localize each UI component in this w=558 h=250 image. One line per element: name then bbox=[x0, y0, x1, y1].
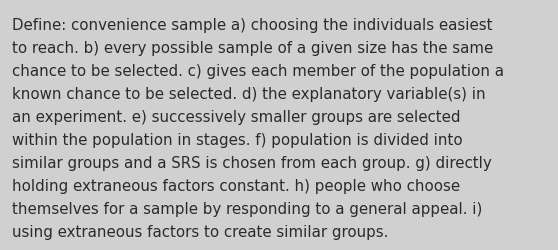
Text: an experiment. e) successively smaller groups are selected: an experiment. e) successively smaller g… bbox=[12, 110, 461, 124]
Text: similar groups and a SRS is chosen from each group. g) directly: similar groups and a SRS is chosen from … bbox=[12, 156, 492, 170]
Text: to reach. b) every possible sample of a given size has the same: to reach. b) every possible sample of a … bbox=[12, 40, 493, 56]
Text: chance to be selected. c) gives each member of the population a: chance to be selected. c) gives each mem… bbox=[12, 64, 504, 78]
Text: known chance to be selected. d) the explanatory variable(s) in: known chance to be selected. d) the expl… bbox=[12, 86, 486, 102]
Text: Define: convenience sample a) choosing the individuals easiest: Define: convenience sample a) choosing t… bbox=[12, 18, 493, 32]
Text: using extraneous factors to create similar groups.: using extraneous factors to create simil… bbox=[12, 224, 389, 240]
Text: within the population in stages. f) population is divided into: within the population in stages. f) popu… bbox=[12, 132, 463, 148]
Text: themselves for a sample by responding to a general appeal. i): themselves for a sample by responding to… bbox=[12, 202, 483, 216]
Text: holding extraneous factors constant. h) people who choose: holding extraneous factors constant. h) … bbox=[12, 178, 460, 194]
